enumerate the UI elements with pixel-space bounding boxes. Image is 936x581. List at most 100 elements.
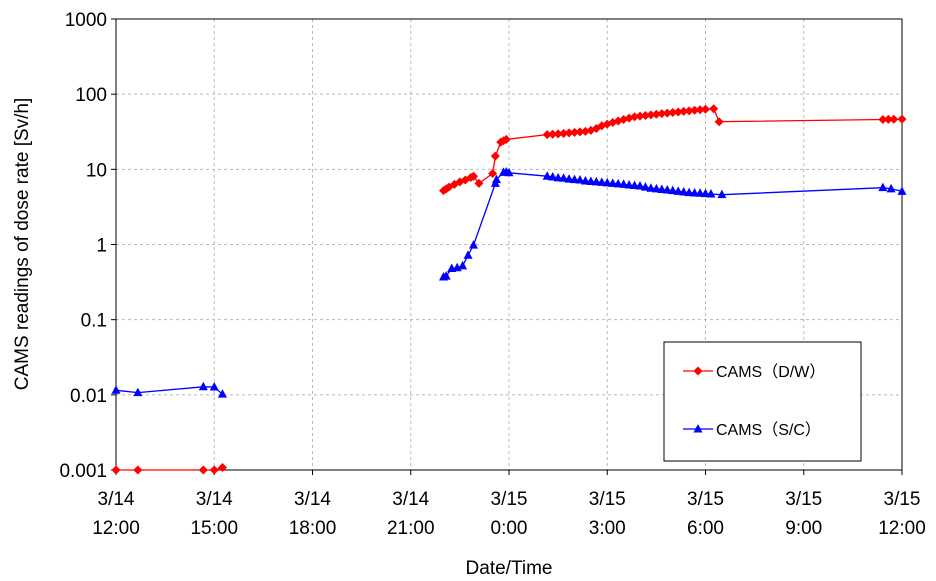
data-point [640,111,650,121]
data-point [559,128,569,138]
data-point [709,104,719,114]
data-point [624,179,634,189]
data-point [668,108,678,118]
x-tick-label-date: 3/14 [392,489,429,510]
data-point [897,114,907,124]
x-tick-label-date: 3/14 [196,489,233,510]
y-tick-label: 0.001 [59,461,107,482]
legend-label: CAMS（S/C） [716,421,821,439]
y-axis: 0.001 0.01 0.1 1 10 100 1000 [59,10,116,482]
data-point [701,188,710,198]
data-point [695,105,705,115]
data-point [548,172,558,181]
x-tick-label-time: 6:00 [687,518,724,539]
y-tick-label: 0.01 [70,386,107,407]
data-point [504,167,514,177]
data-point [469,240,479,249]
x-tick-label-date: 3/15 [687,489,724,510]
data-point [701,104,710,114]
x-tick-label-time: 21:00 [387,518,435,539]
data-point [878,115,888,125]
data-point [463,250,473,259]
data-point [878,182,888,192]
data-point [586,176,596,185]
data-point [651,109,661,119]
legend-items: CAMS（D/W） CAMS（S/C） [683,363,825,439]
data-point [668,185,678,195]
legend: CAMS（D/W） CAMS（S/C） [663,341,862,462]
data-point [613,178,623,188]
data-point [570,127,579,137]
data-point [883,114,893,124]
x-tick-label-time: 15:00 [190,518,238,539]
data-point [209,465,219,475]
x-tick-label-time: 18:00 [289,518,337,539]
data-point [635,111,645,121]
data-point [575,127,585,137]
y-tick-label: 0.1 [81,311,107,332]
data-point [209,382,219,391]
data-point [133,387,143,397]
data-point [488,169,498,179]
data-point [897,186,907,195]
data-point [608,178,618,187]
data-point [198,465,208,475]
x-tick-label-time: 12:00 [92,518,140,539]
data-point [619,179,629,188]
data-point [570,174,579,184]
x-tick-label-date: 3/15 [491,489,528,510]
data-point [630,112,640,122]
y-axis-title: CAMS readings of dose rate [Sv/h] [12,98,33,391]
data-point [684,187,694,197]
x-tick-label-time: 3:00 [589,518,626,539]
x-tick-label-date: 3/14 [294,489,331,510]
data-point [690,187,700,197]
data-point [597,177,607,186]
data-point [706,188,716,198]
data-point [651,183,661,193]
data-point [690,105,700,115]
x-tick-label-time: 0:00 [491,518,528,539]
x-tick-label-date: 3/15 [884,489,921,510]
data-point [673,186,683,195]
data-point [564,128,574,138]
data-point [630,180,640,189]
data-point [198,381,208,391]
data-point [717,189,727,199]
data-point [491,174,501,184]
legend-label: CAMS（D/W） [716,363,825,381]
data-point [657,109,667,119]
data-point [695,188,705,197]
series-dw [111,104,907,475]
data-point [679,106,689,116]
x-tick-label-date: 3/15 [785,489,822,510]
data-point [635,181,645,190]
data-point [553,129,563,139]
data-point [646,110,656,120]
data-point [217,462,227,472]
data-point [575,175,585,184]
data-point [441,271,451,280]
data-point [889,114,899,124]
legend-box [663,341,862,462]
data-point [657,184,667,193]
data-point [501,134,511,144]
data-point [714,117,724,127]
data-point [548,129,558,139]
data-point [559,173,569,182]
data-point [133,465,143,475]
data-point [111,465,121,475]
data-point [662,108,672,118]
data-point [458,260,468,270]
x-axis-title: Date/Time [466,558,553,579]
x-tick-label-date: 3/15 [589,489,626,510]
y-tick-label: 10 [86,160,107,181]
y-tick-label: 1000 [65,10,107,31]
data-point [640,182,650,191]
data-point [490,151,500,161]
series-sc [111,167,907,398]
data-point [673,107,683,117]
y-tick-label: 1 [96,236,107,257]
data-point [679,186,689,196]
